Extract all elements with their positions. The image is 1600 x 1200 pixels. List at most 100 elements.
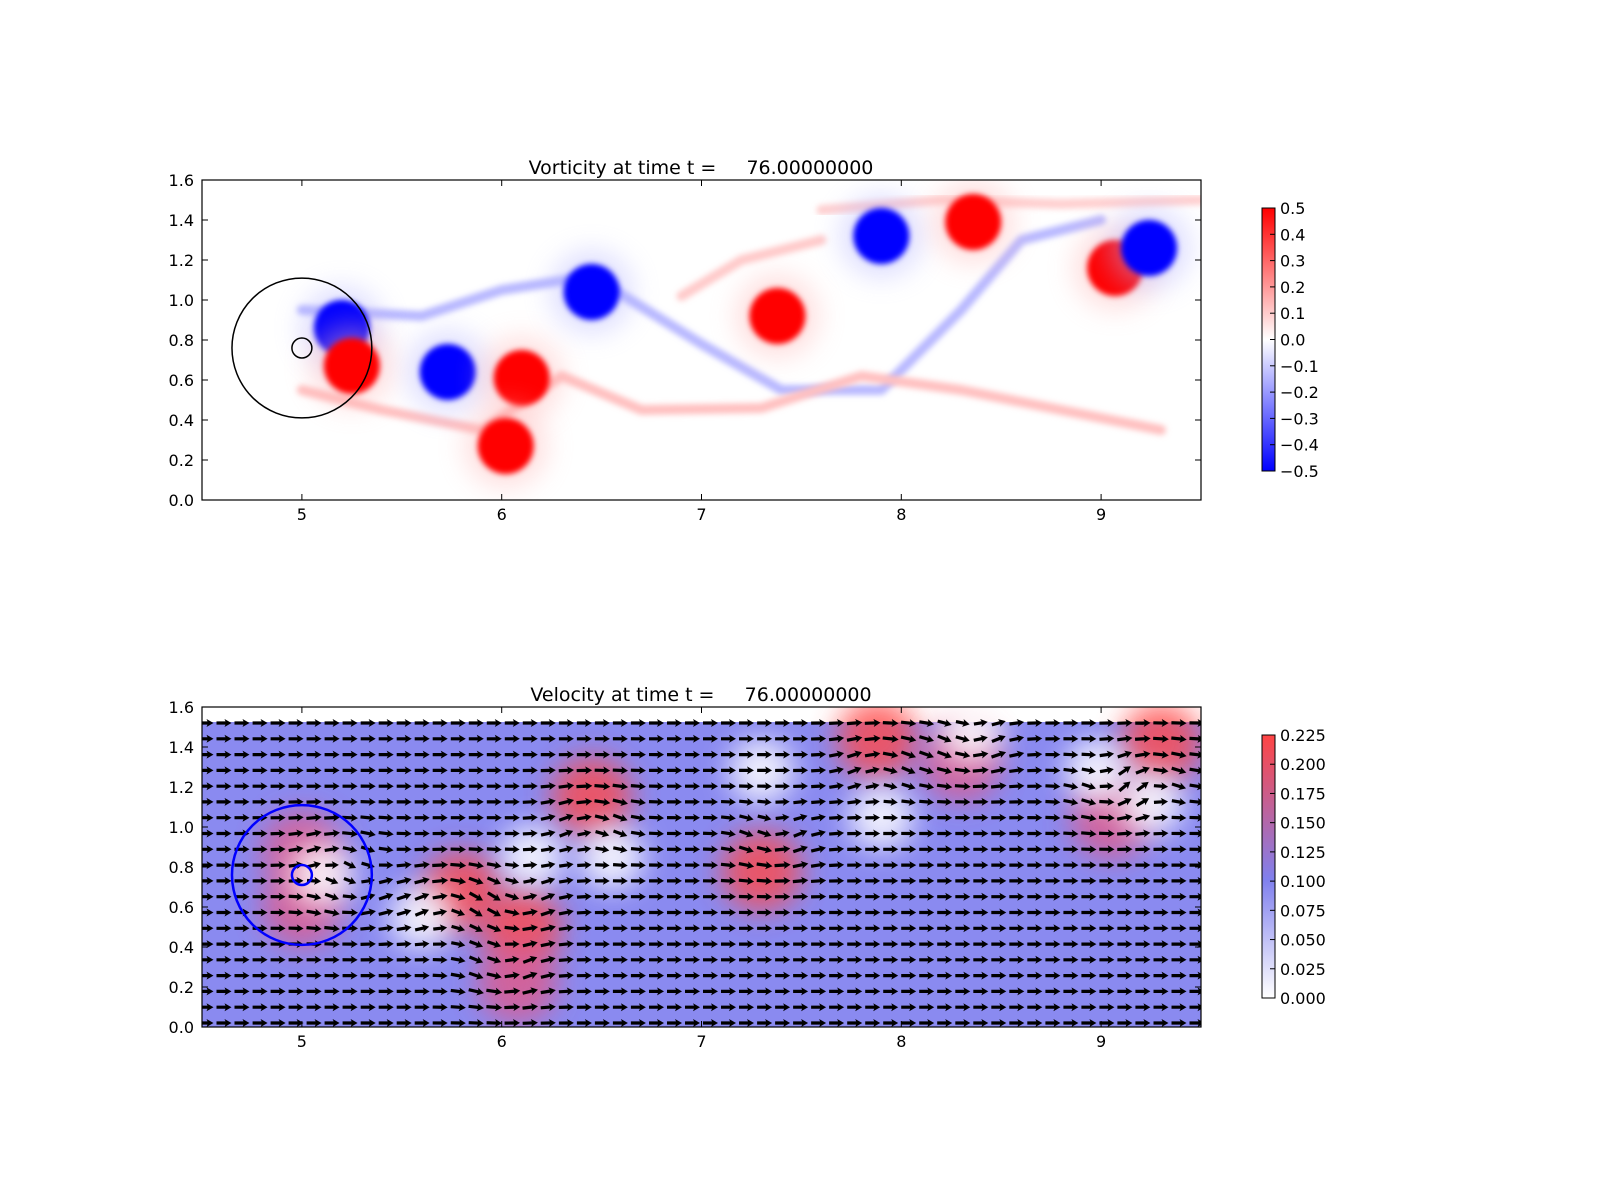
quiver-arrow — [468, 861, 484, 870]
quiver-arrow — [288, 861, 304, 870]
quiver-arrow — [324, 829, 340, 838]
y-tick-label: 0.4 — [169, 938, 194, 957]
quiver-arrow — [685, 1019, 700, 1027]
quiver-arrow — [612, 1003, 628, 1012]
quiver-arrow — [396, 971, 412, 980]
quiver-arrow — [811, 750, 827, 759]
quiver-arrow — [396, 940, 412, 949]
quiver-arrow — [1027, 829, 1043, 838]
quiver-arrow — [576, 813, 592, 822]
quiver-arrow — [288, 750, 304, 759]
quiver-arrow — [1009, 955, 1025, 964]
quiver-arrow — [1063, 845, 1079, 854]
quiver-arrow — [432, 719, 448, 727]
quiver-arrow — [216, 750, 232, 759]
quiver-arrow — [648, 797, 665, 806]
quiver-arrow — [1099, 892, 1115, 901]
quiver-arrow — [450, 734, 466, 743]
quiver-arrow — [1063, 971, 1079, 980]
quiver-arrow — [1063, 782, 1079, 791]
quiver-arrow — [1063, 908, 1079, 917]
quiver-arrow — [540, 719, 556, 727]
quiver-arrow — [306, 987, 322, 996]
quiver-arrow — [594, 971, 610, 980]
colorbar-tick-label: 0.050 — [1280, 931, 1326, 950]
quiver-arrow — [504, 797, 520, 806]
quiver-arrow — [342, 940, 358, 949]
quiver-arrow — [468, 750, 484, 759]
quiver-arrow — [202, 955, 214, 964]
quiver-arrow — [883, 987, 899, 996]
quiver-arrow — [1099, 734, 1115, 743]
quiver-arrow — [1045, 876, 1061, 885]
quiver-arrow — [505, 861, 520, 870]
quiver-arrow — [324, 940, 340, 949]
quiver-arrow — [325, 861, 339, 870]
quiver-arrow — [342, 1019, 358, 1027]
quiver-arrow — [829, 924, 845, 933]
quiver-arrow — [342, 750, 358, 759]
quiver-arrow — [342, 813, 358, 822]
quiver-arrow — [883, 861, 899, 870]
quiver-arrow — [721, 1003, 736, 1012]
quiver-arrow — [1009, 766, 1025, 775]
quiver-arrow — [847, 955, 863, 964]
quiver-arrow — [270, 908, 286, 917]
quiver-arrow — [504, 734, 520, 743]
quiver-arrow — [955, 987, 971, 996]
quiver-arrow — [630, 798, 646, 806]
quiver-arrow — [450, 1003, 466, 1012]
quiver-arrow — [1009, 813, 1025, 822]
quiver-arrow — [991, 719, 1006, 727]
quiver-arrow — [468, 734, 484, 743]
quiver-arrow — [468, 955, 484, 964]
quiver-arrow — [1080, 813, 1097, 822]
quiver-arrow — [468, 813, 484, 822]
y-tick-label: 0.6 — [169, 371, 194, 390]
quiver-arrow — [1117, 750, 1133, 759]
quiver-arrow — [774, 876, 791, 885]
quiver-arrow — [270, 719, 286, 727]
quiver-arrow — [202, 1019, 214, 1027]
quiver-arrow — [883, 892, 899, 901]
quiver-arrow — [685, 955, 700, 964]
quiver-arrow — [522, 719, 538, 727]
quiver-arrow — [991, 924, 1007, 933]
quiver-arrow — [486, 750, 502, 759]
quiver-arrow — [540, 987, 556, 996]
quiver-arrow — [1063, 1003, 1079, 1012]
quiver-arrow — [1045, 908, 1061, 917]
quiver-arrow — [684, 813, 700, 822]
quiver-arrow — [990, 782, 1007, 791]
quiver-arrow — [234, 766, 250, 775]
quiver-arrow — [793, 1019, 809, 1027]
quiver-arrow — [1009, 829, 1025, 838]
quiver-arrow — [648, 766, 665, 775]
quiver-arrow — [252, 987, 268, 996]
quiver-arrow — [378, 892, 394, 901]
quiver-arrow — [1081, 1019, 1097, 1027]
quiver-arrow — [1099, 861, 1115, 870]
quiver-arrow — [396, 908, 412, 917]
quiver-arrow — [360, 987, 376, 996]
quiver-arrow — [450, 1019, 466, 1027]
quiver-arrow — [648, 813, 664, 822]
quiver-arrow — [1134, 734, 1151, 743]
low-speed-region — [1065, 739, 1130, 803]
quiver-arrow — [1171, 766, 1187, 775]
quiver-arrow — [829, 987, 845, 996]
quiver-arrow — [432, 1019, 448, 1027]
quiver-arrow — [486, 924, 502, 933]
quiver-arrow — [504, 987, 521, 996]
quiver-arrow — [793, 766, 809, 775]
quiver-arrow — [1063, 719, 1079, 728]
quiver-arrow — [577, 829, 592, 838]
quiver-arrow — [990, 766, 1007, 775]
quiver-arrow — [847, 892, 863, 901]
quiver-arrow — [216, 1003, 232, 1012]
quiver-arrow — [252, 845, 268, 854]
quiver-arrow — [1171, 876, 1187, 885]
quiver-arrow — [972, 750, 989, 759]
quiver-arrow — [522, 766, 538, 775]
quiver-arrow — [630, 813, 646, 822]
